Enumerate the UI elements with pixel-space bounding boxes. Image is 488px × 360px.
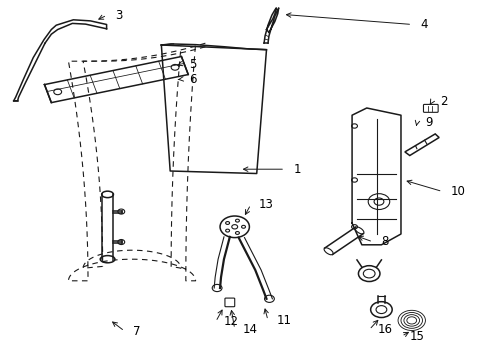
Text: 3: 3 bbox=[115, 9, 122, 22]
Text: 14: 14 bbox=[243, 323, 258, 336]
Text: 1: 1 bbox=[293, 163, 300, 176]
Text: 12: 12 bbox=[224, 315, 239, 328]
Text: 9: 9 bbox=[425, 116, 432, 129]
Text: 16: 16 bbox=[377, 323, 392, 336]
Text: 11: 11 bbox=[276, 314, 291, 327]
Text: 6: 6 bbox=[189, 73, 196, 86]
Text: 15: 15 bbox=[409, 330, 424, 343]
Text: 8: 8 bbox=[381, 235, 388, 248]
Text: 2: 2 bbox=[439, 95, 447, 108]
Text: 13: 13 bbox=[259, 198, 273, 211]
Text: 4: 4 bbox=[420, 18, 427, 31]
Text: 5: 5 bbox=[189, 58, 196, 71]
Text: 7: 7 bbox=[133, 325, 140, 338]
Text: 10: 10 bbox=[450, 185, 465, 198]
